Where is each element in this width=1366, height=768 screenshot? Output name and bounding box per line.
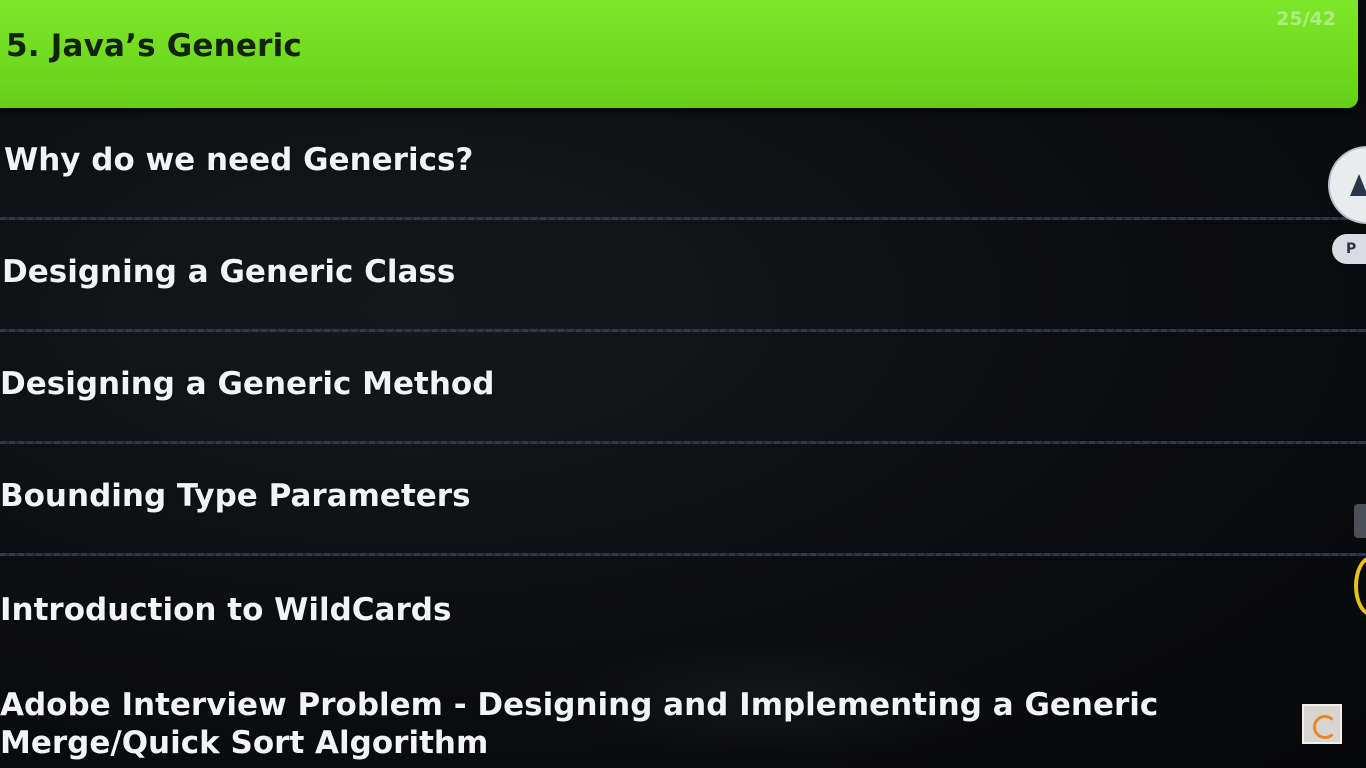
topic-label: Designing a Generic Method: [0, 366, 495, 402]
panel-tab-icon[interactable]: [1354, 504, 1366, 538]
topic-label: Designing a Generic Class: [2, 254, 456, 290]
topic-label: Adobe Interview Problem - Designing and …: [0, 687, 1159, 761]
topic-divider: [0, 217, 1366, 220]
topic-item[interactable]: Adobe Interview Problem - Designing and …: [0, 668, 1366, 768]
topic-label: Bounding Type Parameters: [0, 478, 471, 514]
topic-label: Introduction to WildCards: [0, 592, 452, 628]
topic-item[interactable]: Bounding Type Parameters: [0, 444, 1366, 556]
app-logo-icon[interactable]: [1302, 704, 1342, 744]
topic-item[interactable]: Designing a Generic Method: [0, 332, 1366, 444]
screen-glare: [560, 640, 980, 760]
topic-label: Why do we need Generics?: [4, 142, 474, 178]
page-counter: 25/42: [1276, 8, 1336, 30]
topic-item[interactable]: Why do we need Generics?: [0, 108, 1366, 220]
topic-item[interactable]: Designing a Generic Class: [0, 220, 1366, 332]
slide-title: 5. Java’s Generic: [6, 28, 302, 64]
topic-divider: [0, 441, 1366, 444]
side-pill-button[interactable]: P: [1332, 234, 1366, 264]
topic-divider: [0, 553, 1366, 556]
topic-item[interactable]: Introduction to WildCards: [0, 556, 1366, 668]
slide-header: 5. Java’s Generic 25/42: [0, 0, 1358, 108]
topic-divider: [0, 329, 1366, 332]
